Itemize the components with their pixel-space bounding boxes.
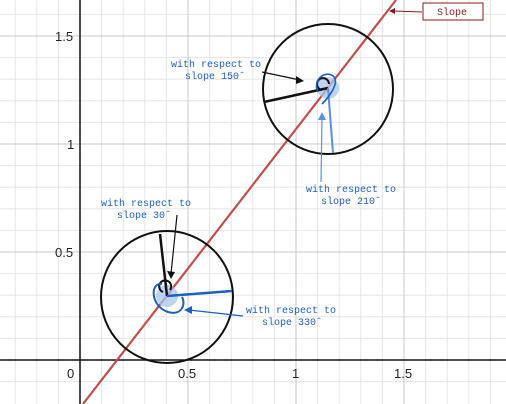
y-tick-1: 1 [67, 137, 74, 152]
origin-label: 0 [67, 366, 74, 381]
arrow-210-head [318, 112, 326, 120]
upper-blue-radius [327, 87, 334, 154]
label-210-line1: with respect to [306, 184, 396, 196]
y-tick-1-5: 1.5 [55, 29, 73, 44]
arrow-330-head [184, 306, 192, 314]
upper-circle [262, 23, 394, 155]
lower-circle-group [100, 230, 234, 364]
lower-blue-radius [166, 289, 233, 298]
label-30-line2: slope 30ˆ [117, 209, 171, 222]
arrow-330 [188, 309, 244, 317]
label-150-line1: with respect to [171, 59, 261, 71]
arrow-150-head [296, 76, 304, 84]
lower-black-angle-arc [158, 279, 173, 293]
upper-circle-group [262, 23, 394, 155]
arrow-slope-head [389, 8, 395, 14]
lower-black-radius [158, 233, 169, 297]
label-150-line2: slope 150ˆ [185, 70, 245, 83]
annotation-arrows [167, 8, 423, 317]
label-210-line2: slope 210ˆ [321, 195, 381, 208]
lower-blue-angle-arc [152, 282, 185, 314]
arrow-150 [261, 71, 301, 81]
arrow-210 [320, 117, 323, 183]
label-330-line1: with respect to [246, 305, 336, 317]
lower-circle [100, 230, 234, 364]
arrow-30-head [167, 271, 175, 279]
x-tick-1: 1 [292, 366, 299, 381]
slope-label: Slope [437, 7, 467, 19]
x-tick-1-5: 1.5 [394, 366, 412, 381]
slope-label-box [422, 2, 484, 21]
slope-line [82, 0, 397, 404]
y-tick-0-5: 0.5 [55, 245, 73, 260]
upper-blue-angle-arc [315, 73, 337, 105]
label-330-line2: slope 330ˆ [262, 316, 322, 329]
label-30-line1: with respect to [101, 198, 191, 210]
arrow-slope [392, 10, 423, 13]
arrow-30 [170, 214, 178, 275]
x-tick-0-5: 0.5 [178, 366, 196, 381]
